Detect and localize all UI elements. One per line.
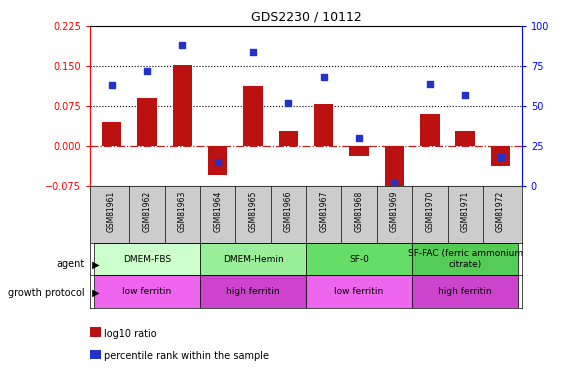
Text: GSM81963: GSM81963 (178, 190, 187, 232)
Text: GSM81964: GSM81964 (213, 190, 222, 232)
Text: growth protocol: growth protocol (8, 288, 85, 298)
Point (248, 49, 258, 55)
Point (496, 154, 505, 160)
Point (425, 81, 434, 87)
Bar (455, 131, 475, 146)
Title: GDS2230 / 10112: GDS2230 / 10112 (251, 11, 361, 24)
Text: high ferritin: high ferritin (226, 287, 280, 296)
Bar (243, 86, 263, 146)
Bar (208, 146, 227, 175)
Text: low ferritin: low ferritin (122, 287, 171, 296)
Bar (412, 243, 518, 275)
Point (354, 135, 364, 141)
Text: GSM81965: GSM81965 (248, 190, 258, 232)
Bar (200, 243, 306, 275)
Point (390, 180, 399, 186)
Text: GSM81962: GSM81962 (142, 190, 152, 232)
Point (178, 42, 187, 48)
Text: agent: agent (57, 260, 85, 269)
Point (319, 74, 328, 80)
Bar (102, 122, 121, 146)
Text: GSM81970: GSM81970 (426, 190, 434, 232)
Text: high ferritin: high ferritin (438, 287, 492, 296)
Bar (279, 131, 298, 146)
Text: GSM81966: GSM81966 (284, 190, 293, 232)
Text: SF-FAC (ferric ammonium
citrate): SF-FAC (ferric ammonium citrate) (408, 249, 523, 269)
Bar (349, 146, 369, 156)
Bar (306, 243, 412, 275)
Bar (385, 146, 404, 204)
Bar (314, 105, 333, 146)
Text: low ferritin: low ferritin (335, 287, 384, 296)
Text: DMEM-Hemin: DMEM-Hemin (223, 255, 283, 264)
Text: ▶: ▶ (89, 288, 99, 298)
Text: GSM81972: GSM81972 (496, 190, 505, 232)
Point (213, 159, 222, 165)
Point (107, 82, 116, 88)
Point (142, 68, 152, 74)
Bar (94, 275, 200, 308)
Text: GSM81968: GSM81968 (354, 190, 364, 232)
Bar (420, 114, 440, 146)
Text: GSM81961: GSM81961 (107, 190, 116, 232)
Bar (306, 275, 412, 308)
Text: DMEM-FBS: DMEM-FBS (123, 255, 171, 264)
Bar (137, 98, 157, 146)
Point (284, 100, 293, 106)
Text: GSM81967: GSM81967 (319, 190, 328, 232)
Bar (94, 243, 200, 275)
Point (461, 92, 470, 98)
Bar (412, 275, 518, 308)
Text: SF-0: SF-0 (349, 255, 369, 264)
Text: log10 ratio: log10 ratio (104, 329, 157, 339)
Text: GSM81971: GSM81971 (461, 190, 470, 232)
Bar (491, 146, 510, 166)
Text: GSM81969: GSM81969 (390, 190, 399, 232)
Text: percentile rank within the sample: percentile rank within the sample (104, 351, 269, 361)
Bar (173, 65, 192, 146)
Text: ▶: ▶ (89, 260, 99, 269)
Bar (200, 275, 306, 308)
